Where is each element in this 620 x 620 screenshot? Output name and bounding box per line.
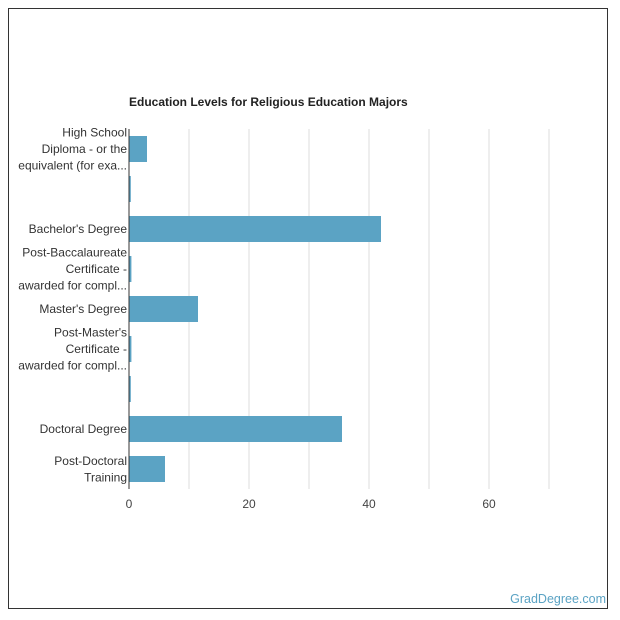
category-label: Post-Master's <box>54 326 127 340</box>
category-label: Doctoral Degree <box>40 422 128 436</box>
category-label: High School <box>62 126 127 140</box>
category-label: Certificate - <box>66 342 127 356</box>
category-label: Certificate - <box>66 262 127 276</box>
category-labels: High School Diploma - or the equivalent (f… <box>18 126 127 485</box>
bar[interactable] <box>129 256 132 282</box>
bar[interactable] <box>129 416 342 442</box>
bar[interactable] <box>129 336 132 362</box>
category-label: awarded for compl... <box>18 359 127 373</box>
x-tick-label: 0 <box>126 497 133 511</box>
bar[interactable] <box>129 456 165 482</box>
x-axis-ticks: 0 20 40 60 <box>126 497 496 511</box>
category-label: Master's Degree <box>39 302 127 316</box>
x-tick-label: 60 <box>482 497 496 511</box>
category-label: equivalent (for exa... <box>18 159 127 173</box>
x-tick-label: 40 <box>362 497 376 511</box>
category-label: Diploma - or the <box>42 142 128 156</box>
bar[interactable] <box>129 296 198 322</box>
category-label: Training <box>84 470 127 484</box>
x-tick-label: 20 <box>242 497 256 511</box>
bars <box>129 136 381 482</box>
chart-title: Education Levels for Religious Education… <box>129 95 408 109</box>
category-label: Post-Baccalaureate <box>22 246 127 260</box>
source-watermark[interactable]: GradDegree.com <box>510 592 606 606</box>
category-label: Bachelor's Degree <box>29 222 128 236</box>
chart-frame <box>8 8 608 609</box>
bar[interactable] <box>129 376 131 402</box>
bar[interactable] <box>129 136 147 162</box>
category-label: Post-Doctoral <box>54 454 127 468</box>
category-label: awarded for compl... <box>18 279 127 293</box>
bar[interactable] <box>129 216 381 242</box>
bar[interactable] <box>129 176 131 202</box>
